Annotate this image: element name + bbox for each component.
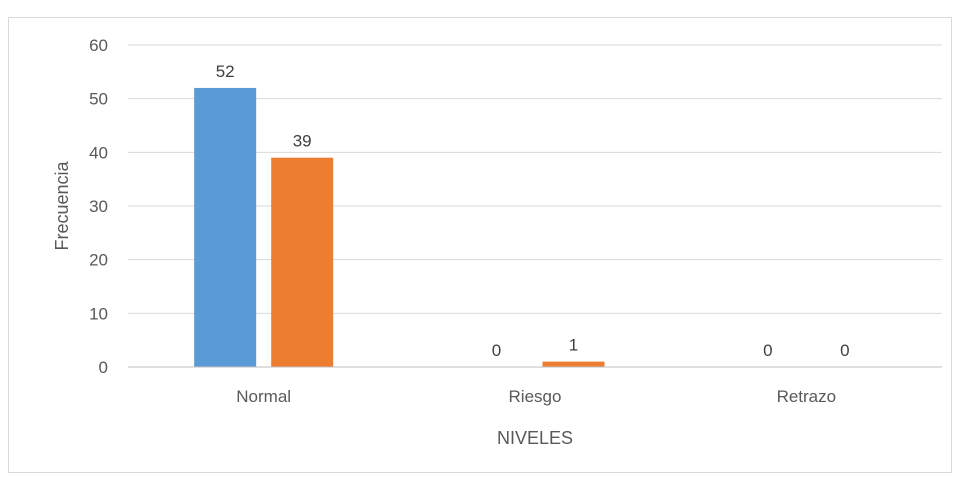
x-tick-label: Riesgo	[509, 387, 562, 406]
y-tick-label: 20	[89, 251, 108, 270]
bar	[194, 87, 257, 367]
y-tick-label: 60	[89, 36, 108, 55]
data-label: 0	[763, 341, 772, 360]
bar	[271, 157, 334, 367]
bar	[542, 361, 605, 367]
y-tick-label: 50	[89, 90, 108, 109]
gridlines	[128, 44, 942, 314]
y-tick-label: 40	[89, 143, 108, 162]
y-tick-label: 0	[99, 358, 108, 377]
bars	[194, 87, 605, 367]
data-label: 52	[216, 62, 235, 81]
x-axis-categories: Normal Riesgo Retrazo	[236, 387, 836, 406]
x-axis-title: NIVELES	[497, 428, 573, 448]
data-label: 1	[569, 336, 578, 355]
data-labels: 52 39 0 1 0 0	[216, 62, 850, 360]
data-label: 39	[293, 132, 312, 151]
x-tick-label: Normal	[236, 387, 291, 406]
chart-frame	[8, 17, 952, 473]
x-tick-label: Retrazo	[777, 387, 837, 406]
y-axis-ticks: 0 10 20 30 40 50 60	[89, 36, 108, 377]
y-tick-label: 30	[89, 197, 108, 216]
data-label: 0	[492, 341, 501, 360]
y-axis-title: Frecuencia	[52, 160, 72, 250]
data-label: 0	[840, 341, 849, 360]
y-tick-label: 10	[89, 304, 108, 323]
